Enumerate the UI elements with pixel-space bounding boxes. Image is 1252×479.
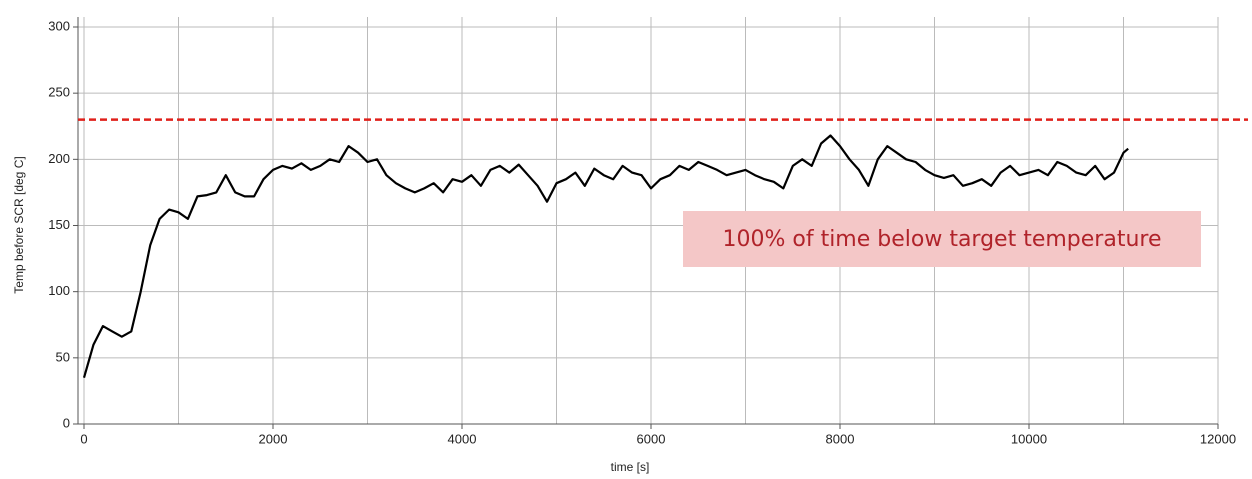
x-tick-label: 8000 (826, 431, 855, 446)
y-tick-label: 100 (48, 283, 70, 298)
x-tick-label: 0 (80, 431, 87, 446)
annotation: 100% of time below target temperature (683, 211, 1201, 267)
y-tick-label: 300 (48, 18, 70, 33)
y-axis-label: Temp before SCR [deg C] (12, 156, 26, 293)
x-tick-label: 12000 (1200, 431, 1236, 446)
x-tick-label: 6000 (637, 431, 666, 446)
data-line (82, 134, 1129, 379)
x-tick-label: 2000 (259, 431, 288, 446)
x-tick-label: 10000 (1011, 431, 1047, 446)
y-tick-label: 50 (56, 349, 70, 364)
y-tick-label: 200 (48, 151, 70, 166)
x-tick-label: 4000 (448, 431, 477, 446)
y-tick-label: 0 (63, 415, 70, 430)
y-tick-label: 150 (48, 217, 70, 232)
x-axis-label: time [s] (611, 460, 650, 474)
y-tick-label: 250 (48, 85, 70, 100)
